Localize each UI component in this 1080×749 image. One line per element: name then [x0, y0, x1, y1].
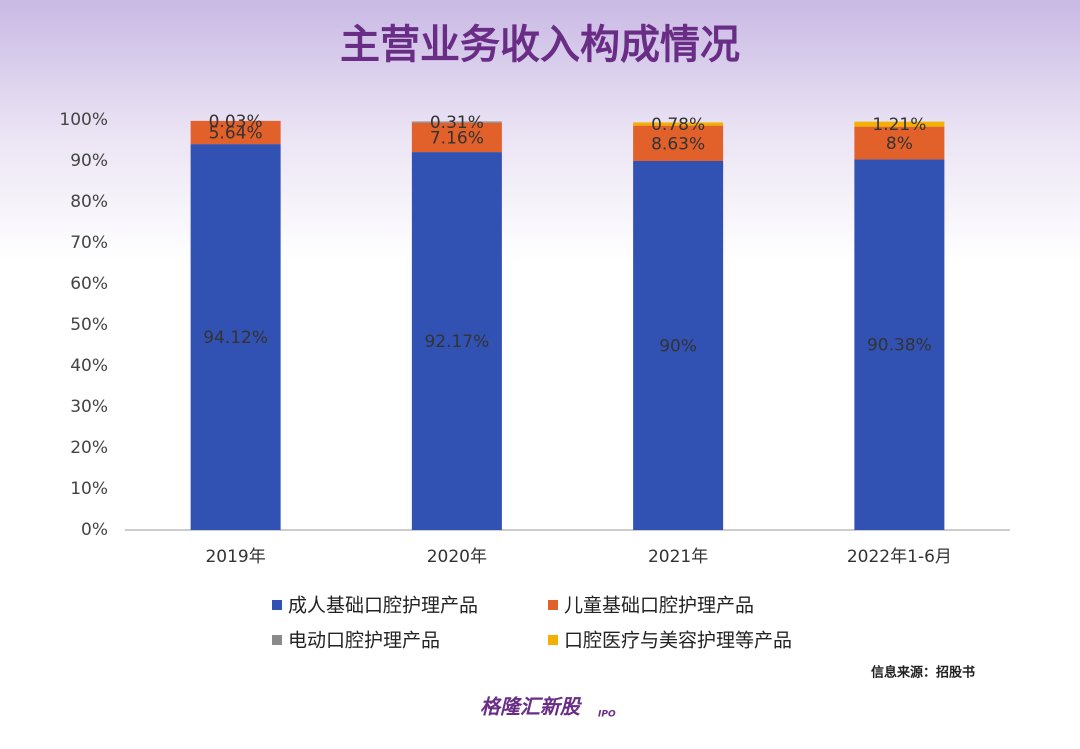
bar-segment: [633, 125, 724, 161]
data-label: 1.21%: [872, 115, 926, 135]
bar-segment: [411, 122, 502, 153]
data-label: 0.31%: [430, 113, 484, 133]
bar-segment: [411, 152, 502, 530]
bar-segment: [854, 159, 945, 530]
data-label: 94.12%: [203, 328, 268, 348]
legend-label: 儿童基础口腔护理产品: [564, 595, 754, 617]
bar-segment: [854, 121, 945, 127]
y-tick-label: 60%: [70, 274, 108, 294]
data-label: 7.16%: [430, 128, 484, 148]
chart-title: 主营业务收入构成情况: [340, 21, 740, 68]
x-tick-label: 2022年1-6月: [847, 547, 952, 567]
bar-segment: [190, 144, 281, 530]
data-label: 0.78%: [651, 115, 705, 135]
data-label: 8%: [886, 134, 913, 154]
y-tick-label: 0%: [81, 520, 108, 540]
legend-swatch: [272, 600, 282, 610]
y-tick-label: 70%: [70, 233, 108, 253]
y-tick-label: 100%: [59, 110, 108, 130]
logo-sub: IPO: [598, 710, 616, 720]
x-tick-label: 2020年: [427, 547, 487, 567]
data-label: 92.17%: [424, 332, 489, 352]
data-label: 90%: [659, 337, 697, 357]
x-tick-label: 2021年: [648, 547, 708, 567]
data-label: 5.64%: [209, 124, 263, 144]
data-label: 90.38%: [867, 336, 932, 356]
legend-swatch: [272, 635, 282, 645]
y-tick-label: 20%: [70, 438, 108, 458]
y-tick-label: 90%: [70, 151, 108, 171]
y-tick-label: 30%: [70, 397, 108, 417]
legend-swatch: [548, 600, 558, 610]
legend-label: 口腔医疗与美容护理等产品: [564, 630, 792, 652]
y-tick-label: 50%: [70, 315, 108, 335]
legend-swatch: [548, 635, 558, 645]
logo: 格隆汇新股: [480, 695, 582, 719]
bar-segment: [411, 121, 502, 123]
bar-segment: [633, 161, 724, 530]
bar-segment: [190, 120, 281, 145]
data-label: 8.63%: [651, 134, 705, 154]
source-note: 信息来源：招股书: [871, 665, 975, 681]
data-label: 0.03%: [209, 112, 263, 132]
y-tick-label: 10%: [70, 479, 108, 499]
legend-label: 电动口腔护理产品: [288, 630, 440, 652]
x-tick-label: 2019年: [205, 547, 265, 567]
y-tick-label: 80%: [70, 192, 108, 212]
bar-segment: [854, 126, 945, 160]
bar-segment: [633, 122, 724, 126]
legend-label: 成人基础口腔护理产品: [288, 595, 478, 617]
y-tick-label: 40%: [70, 356, 108, 376]
